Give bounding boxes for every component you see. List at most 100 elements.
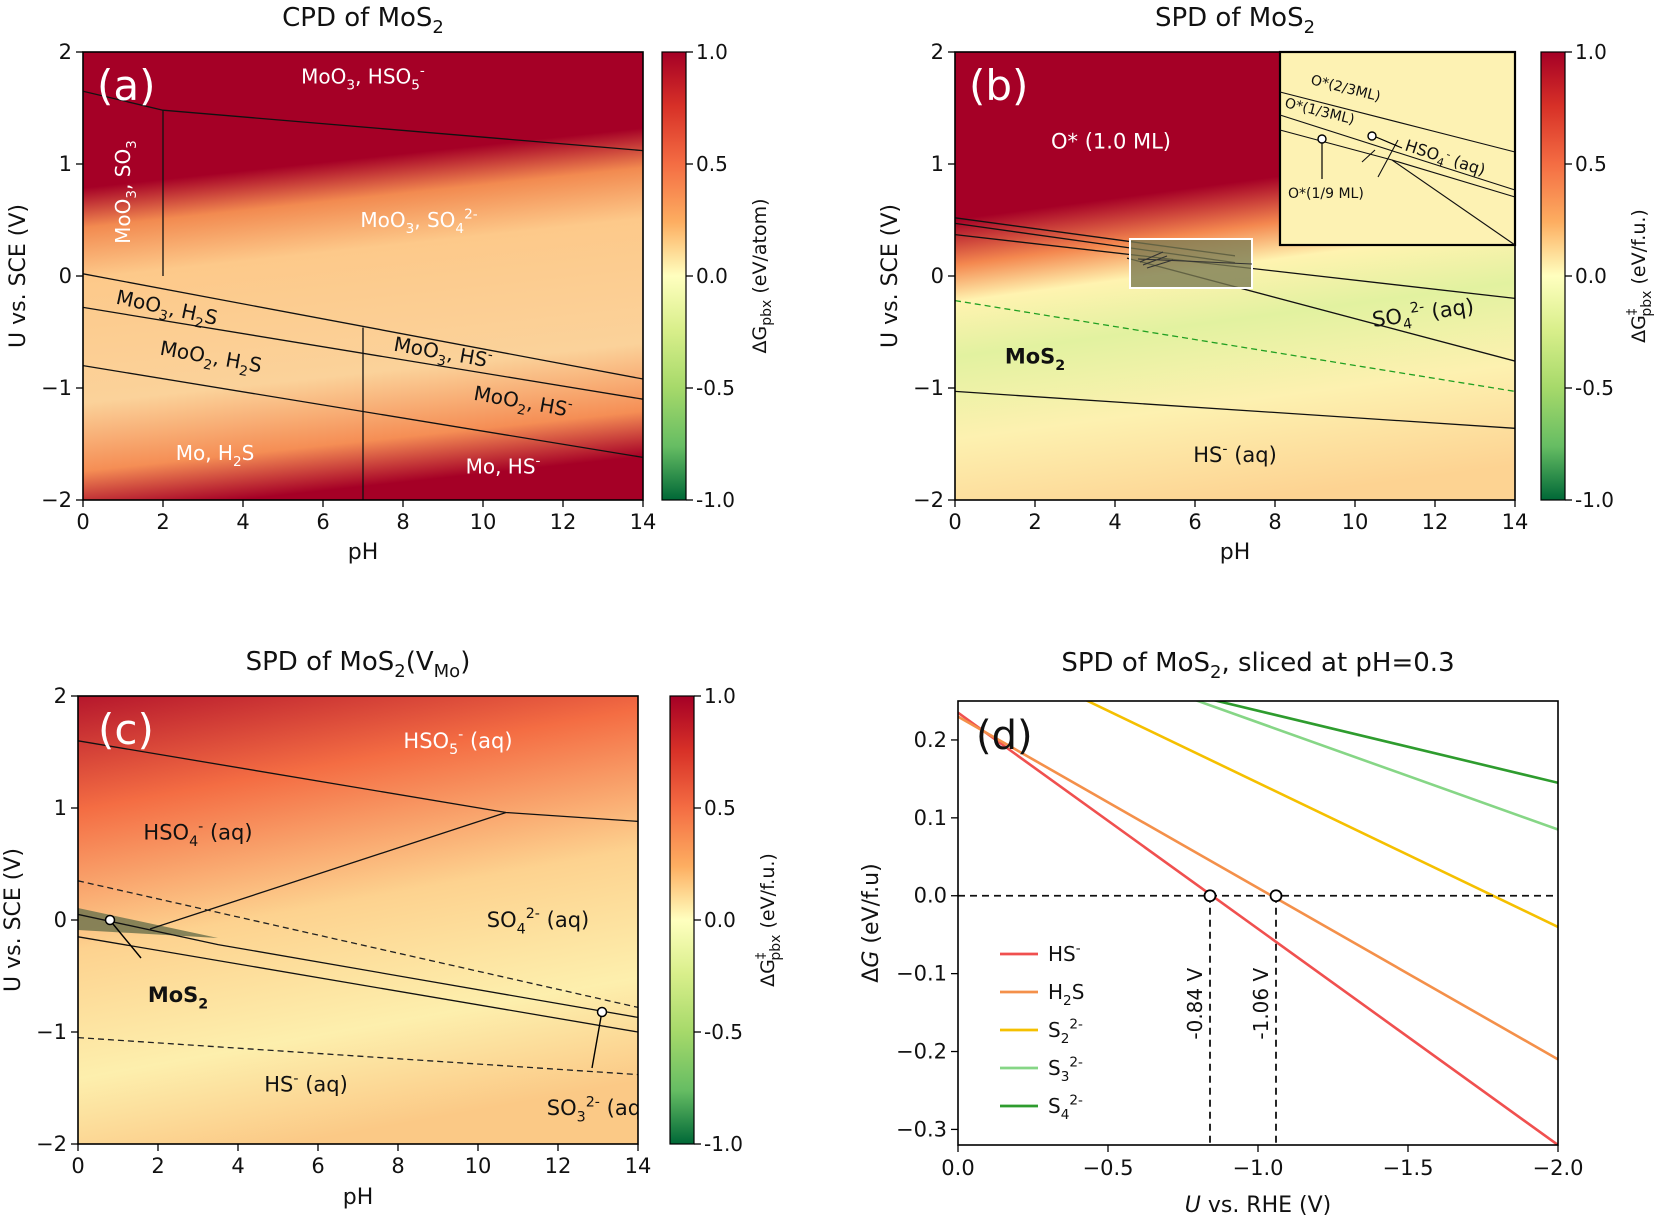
panel-d-label: (d): [976, 713, 1033, 759]
y-tick-label: −1: [913, 376, 944, 400]
colorbar-tick-label: 0.5: [1575, 152, 1607, 176]
series-line-2: [1084, 701, 1558, 929]
inset-label-o19: O*(1/9 ML): [1288, 186, 1364, 202]
x-tick-label: 4: [236, 510, 249, 534]
x-tick-label: 2: [151, 1154, 164, 1178]
colorbar-tick-label: -0.5: [704, 1020, 743, 1044]
crossing-marker: [1269, 889, 1283, 903]
phase-boundary-5: [955, 299, 1515, 393]
series-line-0: [958, 711, 1558, 1145]
svg-text:MoS2: MoS2: [1005, 345, 1065, 374]
panel-b-colorbar-ticks: 1.0 0.5 0.0 -0.5 -1.0: [1565, 40, 1614, 512]
x-tick-label: 6: [1188, 510, 1201, 534]
svg-text:HS- (aq): HS- (aq): [264, 1071, 348, 1097]
svg-text:SO42- (aq): SO42- (aq): [487, 906, 589, 937]
region-label-so3-aq: SO32- (aq): [547, 1094, 638, 1125]
x-tick-label: 10: [465, 1154, 492, 1178]
x-tick-label: 0: [71, 1154, 84, 1178]
panel-c-ylabel: U vs. SCE (V): [1, 848, 26, 992]
y-tick-label: −0.2: [896, 1040, 947, 1064]
legend-label: S22-: [1048, 1017, 1083, 1047]
y-tick-label: 2: [931, 40, 944, 64]
svg-text:O* (1.0 ML): O* (1.0 ML): [1051, 130, 1171, 154]
y-tick-label: 0.2: [914, 728, 947, 752]
panel-c-y-ticks: 2 1 0 −1 −2: [36, 684, 78, 1156]
y-tick-label: 0.1: [914, 806, 947, 830]
svg-text:Mo, HS-: Mo, HS-: [466, 453, 541, 478]
panel-a-colorbar-label: ΔGpbx (eV/atom): [749, 199, 775, 354]
panel-c-colorbar-ticks: 1.0 0.5 0.0 -0.5 -1.0: [694, 684, 743, 1156]
panel-a-x-ticks: 0 2 4 6 8 10 12 14: [76, 500, 656, 534]
panel-a: CPD of MoS2 MoO3, HSO5- MoO3, SO3 MoO3, SO…: [6, 3, 775, 565]
phase-boundary-3: [78, 936, 638, 1033]
x-tick-label: 12: [550, 510, 577, 534]
y-tick-label: 1: [54, 796, 67, 820]
inset-leader-hso4: [1375, 136, 1403, 149]
x-tick-label: 4: [231, 1154, 244, 1178]
y-tick-label: −1: [36, 1020, 67, 1044]
panel-c: SPD of MoS2(VMo) HSO5- (aq) HSO4- (aq) SO4…: [1, 647, 784, 1210]
panel-c-mos2-marker: [104, 914, 116, 926]
phase-boundary-1: [149, 811, 507, 930]
panel-d: SPD of MoS2, sliced at pH=0.3 -0.84 V -1.…: [859, 648, 1584, 1218]
svg-text:MoO3, HSO5-: MoO3, HSO5-: [301, 63, 425, 93]
svg-text:MoO3, HS-: MoO3, HS-: [391, 330, 494, 377]
x-tick-label: 14: [630, 510, 657, 534]
panel-b-zoom-box-lines: [1137, 251, 1253, 269]
region-label-moo3-hso5: MoO3, HSO5-: [301, 63, 425, 93]
x-tick-label: −1.5: [1383, 1156, 1434, 1180]
y-tick-label: −0.1: [896, 962, 947, 986]
panel-d-x-ticks: 0.0 −0.5 −1.0 −1.5 −2.0: [941, 1145, 1584, 1180]
inset-marker-o19: [1317, 134, 1327, 144]
colorbar-tick-label: 1.0: [704, 684, 736, 708]
legend-label: H2S: [1048, 980, 1084, 1009]
x-tick-label: 8: [391, 1154, 404, 1178]
x-tick-label: −1.0: [1233, 1156, 1284, 1180]
colorbar-tick-label: 0.5: [696, 152, 728, 176]
x-tick-label: 6: [311, 1154, 324, 1178]
panel-c-mos2-region: [78, 908, 218, 938]
panel-b-y-ticks: 2 1 0 −1 −2: [913, 40, 955, 512]
colorbar-tick-label: 1.0: [696, 40, 728, 64]
series-line-1: [958, 715, 1558, 1061]
panel-c-mos2-leader: [112, 923, 142, 959]
panel-c-colorbar-label: ΔG‡pbx (eV/f.u.): [754, 853, 784, 987]
marker-label: -1.06 V: [1249, 968, 1273, 1040]
x-tick-label: 8: [396, 510, 409, 534]
x-tick-label: 6: [316, 510, 329, 534]
region-label-mo-h2s: Mo, H2S: [176, 441, 255, 470]
panel-c-background: [78, 696, 638, 1144]
inset-marker-hso4: [1367, 131, 1377, 141]
region-label-hs-aq: HS- (aq): [1193, 441, 1277, 467]
panel-b-inset: O*(2/3ML) O*(1/3ML) O*(1/9 ML) HSO4- (aq…: [1278, 50, 1517, 247]
svg-text:HSO4- (aq): HSO4- (aq): [143, 819, 252, 850]
y-tick-label: 0.0: [914, 884, 947, 908]
series-line-4: [1211, 701, 1558, 785]
phase-boundary-5: [78, 1036, 638, 1076]
y-tick-label: −0.3: [896, 1117, 947, 1141]
panel-c-x-ticks: 0 2 4 6 8 10 12 14: [71, 1144, 651, 1178]
inset-boundaries: [1279, 91, 1516, 246]
panel-c-region-labels: HSO5- (aq) HSO4- (aq) SO42- (aq) HS- (aq) Mo…: [143, 727, 638, 1126]
y-tick-label: −1: [41, 376, 72, 400]
panel-b-colorbar-label: ΔG‡pbx (eV/f.u.): [1625, 209, 1655, 343]
panel-a-xlabel: pH: [348, 540, 379, 565]
inset-background: [1278, 50, 1517, 247]
panel-b-colorbar: 1.0 0.5 0.0 -0.5 -1.0 ΔG‡pbx (eV/f.u.): [1540, 40, 1655, 512]
y-tick-label: −2: [913, 488, 944, 512]
x-tick-label: 14: [1502, 510, 1529, 534]
y-tick-label: −2: [36, 1132, 67, 1156]
panel-b-ylabel: U vs. SCE (V): [878, 204, 903, 348]
panel-c-so3-marker: [596, 1006, 608, 1018]
colorbar-tick-label: -1.0: [704, 1132, 743, 1156]
region-label-hs-aq: HS- (aq): [264, 1071, 348, 1097]
panel-c-boundaries: [78, 740, 638, 1076]
region-label-moo3-hs: MoO3, HS-: [391, 330, 494, 377]
y-tick-label: 0: [59, 264, 72, 288]
region-label-so4-aq: SO42- (aq): [1371, 294, 1476, 333]
panel-a-label: (a): [97, 61, 156, 110]
panel-b-label: (b): [969, 61, 1028, 110]
panel-a-colorbar-ticks: 1.0 0.5 0.0 -0.5 -1.0: [686, 40, 735, 512]
phase-boundary-4: [78, 880, 638, 1009]
